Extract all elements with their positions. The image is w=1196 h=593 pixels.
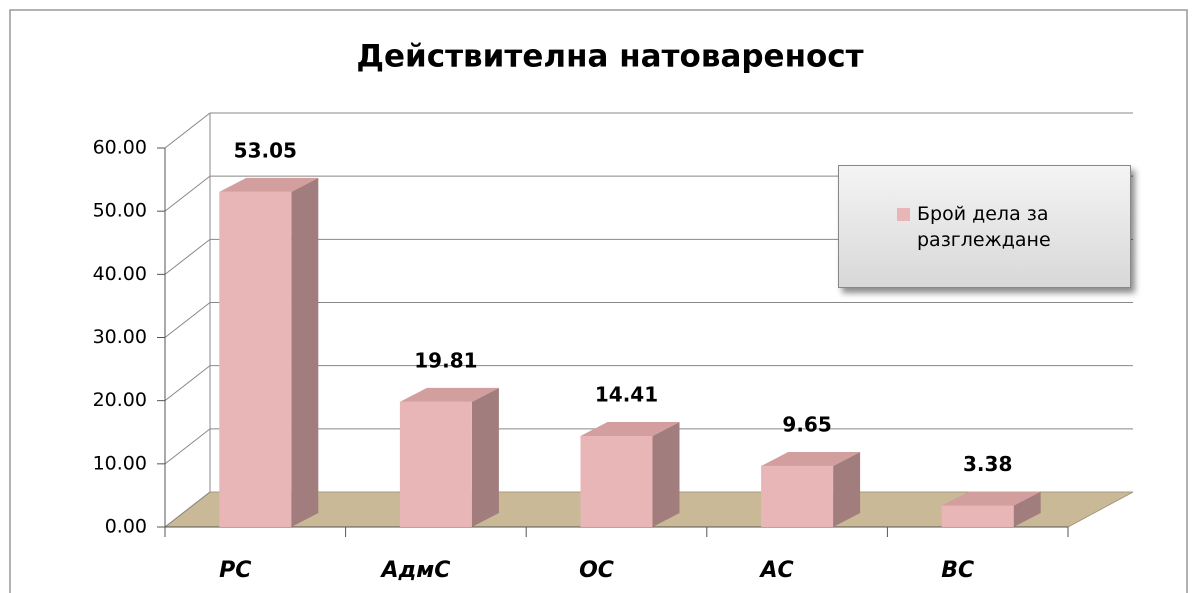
x-tick-label: ВС [941, 558, 974, 583]
bar [219, 177, 319, 528]
chart-title: Действителна натовареност [356, 39, 863, 75]
grid-line [164, 491, 211, 528]
bar-front [399, 401, 472, 527]
bar-top [580, 421, 680, 436]
bar-front [941, 505, 1014, 527]
grid-line [164, 428, 211, 465]
x-tick-label: АС [759, 558, 794, 583]
bar-side [833, 452, 861, 527]
data-label: 19.81 [414, 348, 477, 372]
legend: Брой дела за разглеждане [838, 165, 1131, 288]
bar-side [471, 387, 499, 527]
data-label: 3.38 [963, 452, 1012, 476]
y-tick-label: 60.00 [93, 137, 147, 159]
data-label: 9.65 [782, 413, 831, 437]
bar-side [652, 421, 680, 527]
bar [941, 491, 1041, 527]
legend-swatch [897, 208, 910, 221]
legend-label: Брой дела за разглеждане [917, 203, 1051, 251]
chart-frame [9, 9, 1188, 593]
bar-top [941, 491, 1041, 506]
bar-front [219, 191, 292, 528]
y-tick-label: 0.00 [105, 516, 147, 538]
bar-top [219, 177, 319, 192]
y-tick-label: 30.00 [93, 326, 147, 348]
data-label: 53.05 [234, 138, 297, 162]
grid-line [164, 302, 211, 338]
y-tick-label: 40.00 [93, 263, 147, 285]
bar-top [399, 387, 499, 402]
bar [399, 387, 499, 527]
bar [580, 421, 680, 527]
x-tick-label: АдмС [379, 558, 450, 583]
grid-line [164, 365, 211, 402]
grid-line [164, 112, 211, 149]
bar-side [1013, 491, 1041, 527]
grid-line [164, 238, 211, 275]
y-tick-label: 20.00 [93, 389, 147, 411]
bar [761, 452, 861, 527]
y-tick-label: 10.00 [93, 452, 147, 474]
data-label: 14.41 [595, 382, 658, 406]
y-tick-label: 50.00 [93, 200, 147, 222]
x-tick-label: РС [219, 558, 251, 583]
bar-top [761, 452, 861, 467]
bar-front [761, 466, 834, 527]
grid-line [164, 175, 211, 212]
bar-front [580, 435, 653, 527]
bar-side [291, 177, 319, 528]
x-tick-label: ОС [579, 558, 614, 583]
